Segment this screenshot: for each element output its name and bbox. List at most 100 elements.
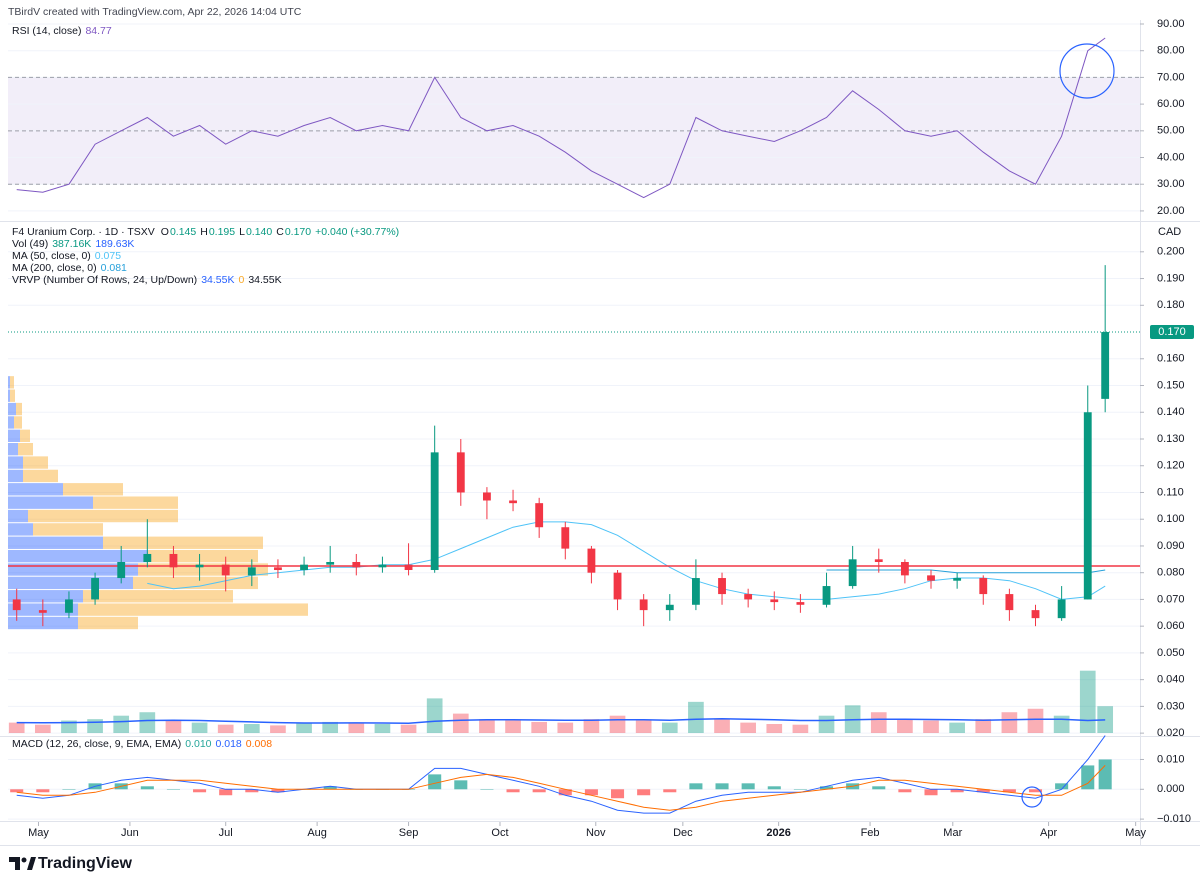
candle-body	[221, 564, 230, 576]
histogram-bar	[140, 786, 154, 790]
y-tick-label: 0.010	[1157, 753, 1185, 765]
volume-bar	[766, 724, 783, 733]
histogram-bar	[767, 786, 781, 790]
vrvp-up	[8, 576, 133, 590]
candle-body	[430, 452, 439, 571]
y-tick-label: 0.180	[1157, 299, 1185, 311]
vrvp-up	[8, 590, 83, 603]
logo-mark	[21, 857, 27, 863]
candle-body	[744, 594, 753, 600]
vrvp-up	[8, 456, 23, 469]
candle-body	[613, 572, 622, 600]
volume-bar	[400, 724, 417, 733]
indicator-value: 189.63K	[95, 238, 134, 250]
vrvp-up	[8, 389, 10, 402]
volume-bar	[949, 722, 965, 733]
indicator-value: 84.77	[85, 25, 111, 37]
candle-body	[1083, 412, 1092, 600]
legend: Vol (49) 387.16K 189.63K	[12, 238, 134, 250]
histogram-bar	[532, 789, 546, 793]
y-tick-label: 30.00	[1157, 178, 1185, 190]
vrvp-up	[8, 496, 93, 509]
x-tick-label: Jun	[121, 827, 139, 839]
candle-body	[483, 492, 491, 501]
moving-average	[147, 521, 1106, 600]
histogram-bar	[62, 789, 76, 790]
x-tick-label: Mar	[943, 827, 962, 839]
candle-body	[561, 527, 570, 549]
ohlc-value: 0.170	[285, 226, 311, 238]
histogram-bar	[10, 789, 24, 793]
indicator-value: 34.55K	[248, 274, 281, 286]
histogram-bar	[741, 783, 755, 790]
indicator-title: Vol (49)	[12, 238, 48, 250]
candle-body	[91, 578, 99, 600]
indicator-value: 0.010	[185, 738, 211, 750]
volume-bar	[1001, 712, 1018, 733]
vrvp-up	[8, 376, 10, 389]
candle-body	[770, 599, 779, 603]
macd-line	[16, 735, 1106, 814]
change: +0.040 (+30.77%)	[315, 226, 399, 238]
x-tick-label: Aug	[307, 827, 327, 839]
ohlc-key: O	[161, 226, 169, 238]
vrvp-down	[133, 576, 258, 590]
x-tick-label: May	[1125, 827, 1146, 839]
legend: RSI (14, close) 84.77	[12, 25, 112, 37]
histogram-bar	[480, 789, 494, 790]
indicator-value: 0.081	[101, 262, 127, 274]
y-tick-label: −0.010	[1157, 813, 1191, 825]
volume-bar	[426, 698, 443, 733]
histogram-bar	[1098, 759, 1112, 790]
volume-bar	[374, 724, 391, 733]
indicator-value: 387.16K	[52, 238, 91, 250]
candle-body	[300, 564, 308, 571]
candle-body	[639, 599, 648, 611]
y-tick-label: 60.00	[1157, 98, 1185, 110]
candle-body	[456, 452, 465, 493]
histogram-bar	[454, 780, 468, 790]
y-tick-label: 50.00	[1157, 125, 1185, 137]
volume-bar	[139, 712, 156, 733]
x-tick-label: Sep	[399, 827, 419, 839]
histogram-bar	[976, 789, 990, 793]
vrvp-up	[8, 523, 33, 536]
volume-bar	[296, 723, 312, 733]
last-price-label: 0.170	[1158, 326, 1186, 338]
y-tick-label: 80.00	[1157, 45, 1185, 57]
candle-body	[378, 564, 387, 568]
candle-body	[718, 578, 726, 595]
vrvp-down	[83, 590, 233, 603]
volume-bar	[1027, 708, 1044, 733]
vrvp-down	[10, 389, 15, 402]
histogram-bar	[689, 783, 703, 790]
legend: VRVP (Number Of Rows, 24, Up/Down) 34.55K…	[12, 274, 282, 286]
volume-bar	[217, 724, 234, 733]
histogram-bar	[36, 789, 50, 793]
candle-body	[169, 553, 178, 568]
y-tick-label: 0.190	[1157, 272, 1185, 284]
y-tick-label: 70.00	[1157, 71, 1185, 83]
vrvp-down	[18, 443, 33, 456]
ohlc-value: 0.145	[170, 226, 196, 238]
histogram-bar	[611, 789, 625, 799]
histogram-bar	[1002, 789, 1016, 793]
vrvp-down	[10, 376, 14, 389]
candle-body	[587, 548, 596, 573]
y-tick-label: 90.00	[1157, 18, 1185, 30]
candle-body	[12, 599, 21, 611]
rsi-line	[16, 37, 1106, 199]
volume-bar	[661, 722, 678, 733]
volume-bar	[34, 724, 51, 733]
legend: MA (200, close, 0) 0.081	[12, 262, 127, 274]
volume-bar	[479, 719, 495, 733]
histogram-bar	[898, 789, 912, 793]
y-tick-label: 0.030	[1157, 700, 1185, 712]
volume-bar	[975, 719, 992, 733]
logo-mark	[27, 857, 36, 870]
candle-body	[979, 578, 988, 595]
volume-bar	[897, 719, 913, 733]
y-tick-label: 0.020	[1157, 727, 1185, 739]
